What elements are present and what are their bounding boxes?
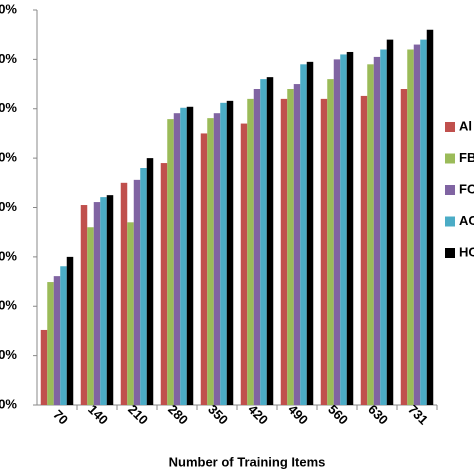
legend-swatch (445, 185, 455, 195)
legend-swatch (445, 216, 455, 227)
bar (180, 107, 187, 405)
x-tick-label: 70 (50, 407, 71, 428)
y-tick-label: 60% (0, 100, 17, 115)
bar (247, 98, 254, 405)
bar (327, 79, 334, 405)
bar (207, 118, 214, 405)
y-tick-label: 10% (0, 347, 17, 362)
bar (140, 168, 147, 405)
bar (373, 56, 381, 405)
legend-swatch (445, 248, 455, 258)
bar (253, 89, 261, 405)
bar (413, 44, 421, 405)
legend-swatch (445, 153, 455, 164)
bar (367, 64, 374, 405)
bar (260, 79, 267, 405)
bar (93, 202, 101, 405)
bar (420, 39, 427, 405)
bar (106, 195, 114, 405)
bar (280, 98, 288, 405)
bar (400, 89, 408, 405)
bar (220, 102, 227, 405)
bar (266, 77, 274, 406)
bar (380, 49, 387, 405)
bar (133, 179, 141, 405)
bar (127, 222, 134, 405)
bar (47, 282, 54, 405)
bar (346, 51, 354, 405)
bar (186, 106, 194, 406)
bar (320, 98, 328, 405)
y-tick-label: 80% (0, 1, 17, 16)
legend-label: FC (459, 181, 474, 196)
bar (100, 197, 107, 405)
bar (287, 89, 294, 405)
y-tick-label: 30% (0, 248, 17, 263)
bar (60, 266, 67, 405)
bar (306, 61, 314, 405)
bar (407, 49, 414, 405)
legend-label: Al (459, 118, 472, 133)
bar (300, 64, 307, 405)
bar (66, 256, 74, 405)
y-tick-label: 70% (0, 51, 17, 66)
bar (120, 182, 128, 405)
bar (80, 205, 88, 405)
bar (200, 133, 208, 405)
bar (167, 119, 174, 406)
y-tick-label: 0% (0, 396, 17, 411)
y-tick-label: 50% (0, 150, 17, 165)
bar (213, 113, 221, 405)
bar (160, 163, 168, 405)
bar (333, 59, 341, 405)
bar (146, 158, 154, 405)
bar (293, 84, 301, 405)
bar (340, 54, 347, 405)
bar (386, 39, 394, 405)
legend-label: AC (459, 213, 474, 228)
bar (40, 329, 48, 405)
bar (53, 276, 61, 405)
bar (173, 113, 181, 405)
y-tick-label: 20% (0, 298, 17, 313)
bar (87, 227, 94, 405)
bar (426, 29, 434, 405)
legend-label: HC (459, 244, 474, 259)
x-axis-title: Number of Training Items (169, 454, 326, 469)
bar (240, 123, 248, 405)
legend-swatch (445, 122, 455, 132)
legend-label: FB (459, 150, 474, 165)
bar (226, 100, 234, 405)
bar (360, 95, 368, 405)
y-tick-label: 40% (0, 199, 17, 214)
